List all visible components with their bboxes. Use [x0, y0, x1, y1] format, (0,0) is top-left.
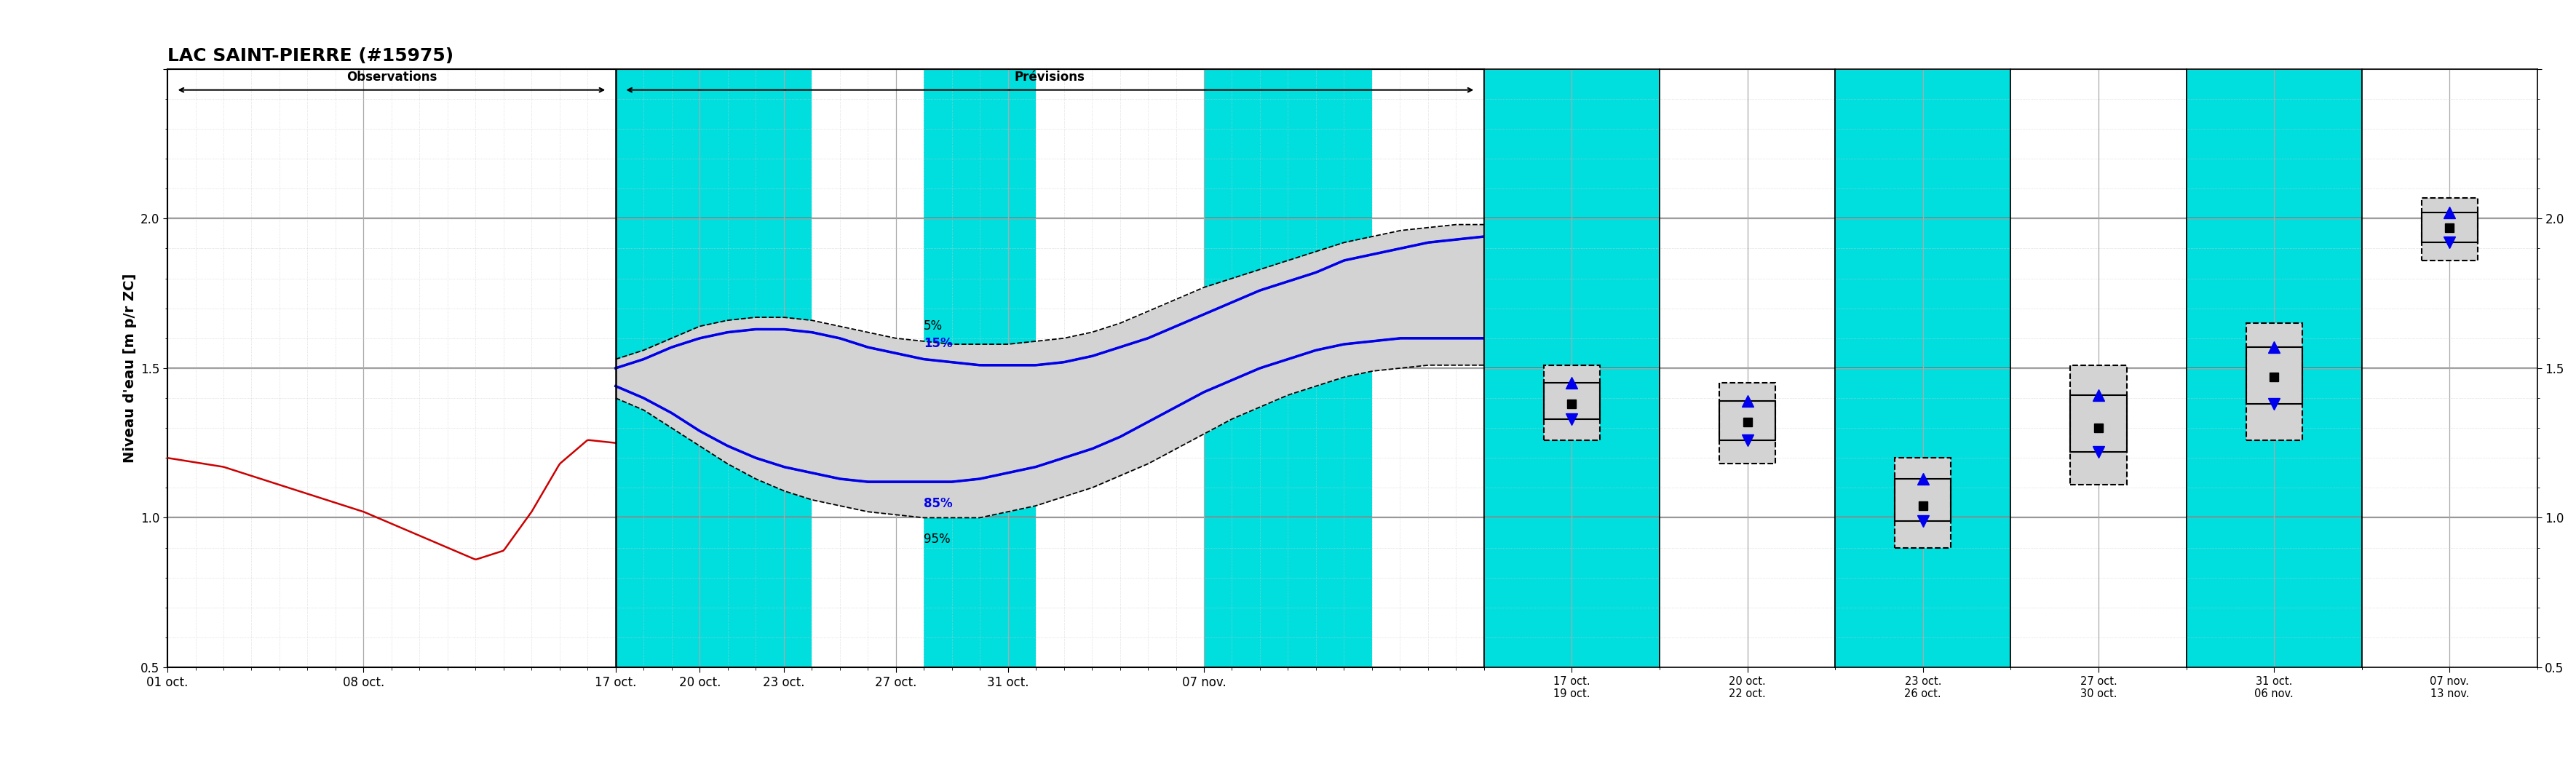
Bar [1718, 384, 1775, 464]
Bar [2421, 198, 2478, 261]
Text: 15%: 15% [925, 337, 953, 351]
Y-axis label: Niveau d'eau [m p/r ZC]: Niveau d'eau [m p/r ZC] [124, 273, 137, 463]
Text: LAC SAINT-PIERRE (#15975): LAC SAINT-PIERRE (#15975) [167, 47, 453, 64]
Bar [2246, 324, 2303, 440]
Bar [1718, 401, 1775, 440]
Bar [1896, 458, 1950, 548]
Text: 85%: 85% [925, 497, 953, 510]
Bar [2421, 212, 2478, 242]
Bar [1203, 69, 1373, 667]
Text: 5%: 5% [925, 319, 943, 332]
Bar [2071, 395, 2128, 452]
Text: 95%: 95% [925, 532, 951, 546]
Text: Prévisions: Prévisions [1015, 71, 1084, 84]
Bar [925, 69, 1036, 667]
Bar [1896, 479, 1950, 521]
Text: Observations: Observations [345, 71, 438, 84]
Bar [2246, 347, 2303, 404]
Bar [616, 69, 811, 667]
Bar [2071, 365, 2128, 485]
Bar [1543, 384, 1600, 419]
Bar [1543, 365, 1600, 440]
